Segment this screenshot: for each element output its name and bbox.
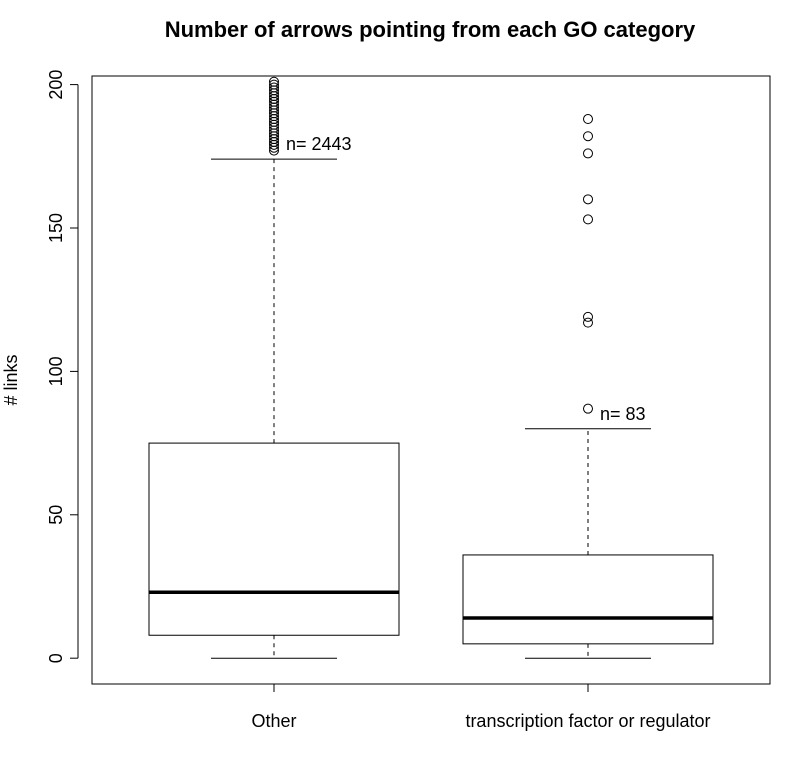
box-group: n= 83 (462, 114, 714, 659)
plot-frame (91, 75, 771, 685)
box-group: n= 2443 (148, 76, 400, 659)
y-tick-label: 50 (46, 505, 66, 525)
box-iqr (462, 554, 714, 645)
outlier-point (583, 114, 593, 125)
x-tick-label: transcription factor or regulator (465, 711, 710, 731)
y-tick-label: 150 (46, 213, 66, 243)
outlier-point (583, 148, 593, 159)
outlier-point (583, 214, 593, 225)
x-axis: Other transcription factor or regulator (251, 684, 711, 731)
box-iqr (148, 442, 400, 636)
y-tick-label: 100 (46, 356, 66, 386)
outlier-point (583, 317, 593, 328)
n-label: n= 2443 (286, 134, 352, 154)
y-tick-label: 200 (46, 70, 66, 100)
y-axis: 0 50 100 150 200 (46, 70, 79, 663)
x-tick-label: Other (251, 711, 296, 731)
y-axis-label: # links (1, 354, 21, 405)
outlier-point (583, 131, 593, 142)
y-tick-label: 0 (46, 653, 66, 663)
outlier-point (269, 82, 279, 93)
outlier-point (583, 194, 593, 205)
outlier-point (269, 76, 279, 87)
box-series: n= 2443 n= 83 (148, 76, 714, 659)
outlier-point (269, 79, 279, 90)
n-label: n= 83 (600, 404, 646, 424)
outlier-point (583, 311, 593, 322)
chart-title: Number of arrows pointing from each GO c… (165, 17, 696, 42)
outlier-point (583, 403, 593, 414)
